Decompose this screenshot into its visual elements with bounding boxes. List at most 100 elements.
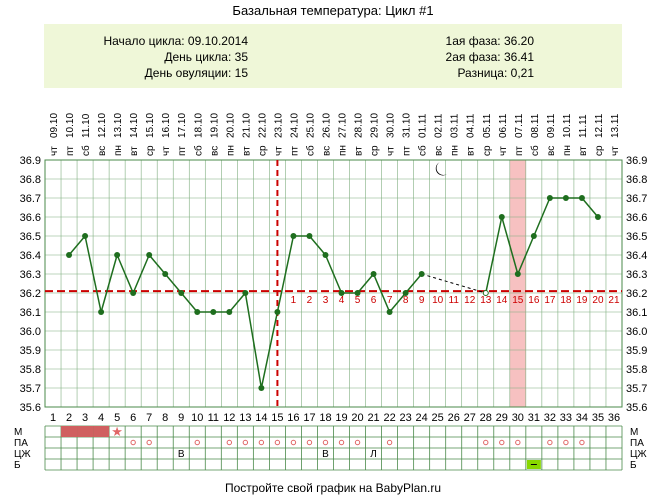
post-ovulation-day-label: 9 — [419, 295, 425, 306]
temperature-line-segment — [372, 273, 391, 313]
czh-mark: В — [322, 449, 329, 460]
post-ovulation-day-label: 4 — [339, 295, 345, 306]
cycle-day-label: 9 — [178, 412, 184, 424]
weekday-label: пн — [450, 145, 461, 156]
temperature-line-segment — [389, 292, 407, 313]
date-label: 27.10 — [338, 113, 349, 138]
pa-circle-icon — [146, 439, 152, 446]
difference-text: Разница: 0,21 — [457, 66, 534, 80]
cycle-day-label: 10 — [191, 412, 203, 424]
temperature-point — [82, 233, 89, 239]
temperature-line-segment — [84, 235, 102, 313]
cycle-day-text: День цикла: 35 — [164, 50, 248, 64]
weekday-label: сб — [304, 145, 316, 156]
cycle-day-label: 17 — [303, 412, 315, 424]
y-tick-label-left: 35.8 — [20, 364, 41, 376]
temperature-line-segment — [260, 311, 279, 389]
y-tick-label-right: 36.0 — [626, 326, 647, 338]
weekday-label: пн — [113, 145, 124, 156]
temperature-point — [194, 309, 201, 315]
temperature-line-segment — [517, 235, 535, 275]
pa-circle-icon — [515, 439, 521, 446]
cycle-day-label: 11 — [208, 412, 219, 424]
temperature-point — [178, 290, 185, 296]
y-tick-label-right: 35.7 — [626, 383, 647, 395]
date-label: 12.10 — [97, 113, 108, 138]
temperature-line-segment — [180, 292, 198, 313]
weekday-label: чт — [161, 146, 172, 156]
temperature-point — [210, 309, 217, 315]
temperature-point — [386, 309, 393, 315]
date-label: 06.11 — [498, 113, 509, 138]
date-label: 13.10 — [113, 113, 124, 138]
cycle-info-panel: Начало цикла: 09.10.2014 День цикла: 35 … — [44, 24, 622, 88]
temperature-point — [338, 290, 345, 296]
temperature-line-segment — [405, 273, 423, 294]
date-label: 23.10 — [273, 113, 284, 138]
weekday-label: пт — [65, 146, 76, 156]
cycle-day-label: 21 — [367, 412, 379, 424]
post-ovulation-day-label: 11 — [449, 295, 460, 306]
pa-circle-icon — [130, 439, 136, 446]
date-label: 31.10 — [402, 113, 413, 138]
y-tick-label-left: 36.6 — [20, 212, 41, 224]
post-ovulation-day-label: 8 — [403, 295, 409, 306]
date-label: 28.10 — [354, 113, 365, 138]
weekday-label: ср — [145, 145, 156, 156]
weekday-label: вс — [321, 146, 332, 156]
post-ovulation-day-label: 7 — [387, 295, 393, 306]
weekday-label: сб — [529, 145, 541, 156]
cycle-day-label: 8 — [162, 412, 168, 424]
period-block — [77, 426, 94, 437]
post-ovulation-day-label: 5 — [355, 295, 361, 306]
date-label: 30.10 — [386, 113, 397, 138]
temperature-point — [482, 290, 489, 296]
star-icon: ★ — [111, 424, 123, 439]
weekday-label: ср — [594, 145, 605, 156]
cycle-day-label: 16 — [287, 412, 299, 424]
temperature-line-segment — [116, 254, 134, 294]
temperature-line-segment — [132, 254, 150, 294]
moon-icon — [435, 162, 447, 176]
date-label: 29.10 — [370, 113, 381, 138]
cycle-day-label: 7 — [146, 412, 152, 424]
pa-circle-icon — [579, 439, 585, 446]
pa-circle-icon — [306, 439, 313, 446]
temperature-line-segment — [501, 216, 519, 275]
temperature-point — [274, 309, 281, 315]
post-ovulation-day-label: 18 — [560, 295, 572, 306]
temperature-point — [546, 195, 553, 201]
cycle-day-label: 31 — [528, 412, 540, 424]
cycle-day-label: 30 — [512, 412, 524, 424]
temperature-line-segment — [100, 254, 118, 313]
y-tick-label-right: 36.5 — [626, 231, 647, 243]
post-ovulation-day-label: 1 — [291, 295, 297, 306]
y-tick-label-right: 36.7 — [626, 193, 647, 205]
y-tick-label-right: 35.9 — [626, 345, 647, 357]
weekday-label: вт — [466, 146, 477, 156]
weekday-label: пн — [562, 145, 573, 156]
weekday-label: пт — [177, 146, 188, 156]
temperature-line-segment — [164, 273, 182, 294]
row-label-right: М — [630, 427, 638, 438]
footer-link[interactable]: Постройте свой график на BabyPlan.ru — [224, 481, 442, 495]
row-label-left: ЦЖ — [14, 449, 31, 460]
cycle-day-label: 1 — [50, 412, 56, 424]
date-label: 02.11 — [434, 113, 445, 138]
date-label: 17.10 — [177, 113, 188, 138]
cycle-day-label: 12 — [223, 412, 235, 424]
y-tick-label-right: 35.6 — [626, 402, 647, 414]
czh-mark: В — [178, 449, 185, 460]
weekday-label: вт — [354, 146, 365, 156]
y-tick-label-left: 36.2 — [20, 288, 41, 300]
weekday-label: чт — [498, 146, 509, 156]
weekday-label: пт — [289, 146, 300, 156]
temperature-line-segment — [581, 197, 599, 218]
y-tick-label-left: 36.1 — [20, 307, 41, 319]
date-label: 11.10 — [81, 113, 92, 138]
weekday-label: чт — [49, 146, 60, 156]
pa-circle-icon — [547, 439, 553, 446]
cycle-day-label: 27 — [464, 412, 476, 424]
period-block — [61, 426, 78, 437]
temperature-line-segment — [148, 254, 166, 275]
